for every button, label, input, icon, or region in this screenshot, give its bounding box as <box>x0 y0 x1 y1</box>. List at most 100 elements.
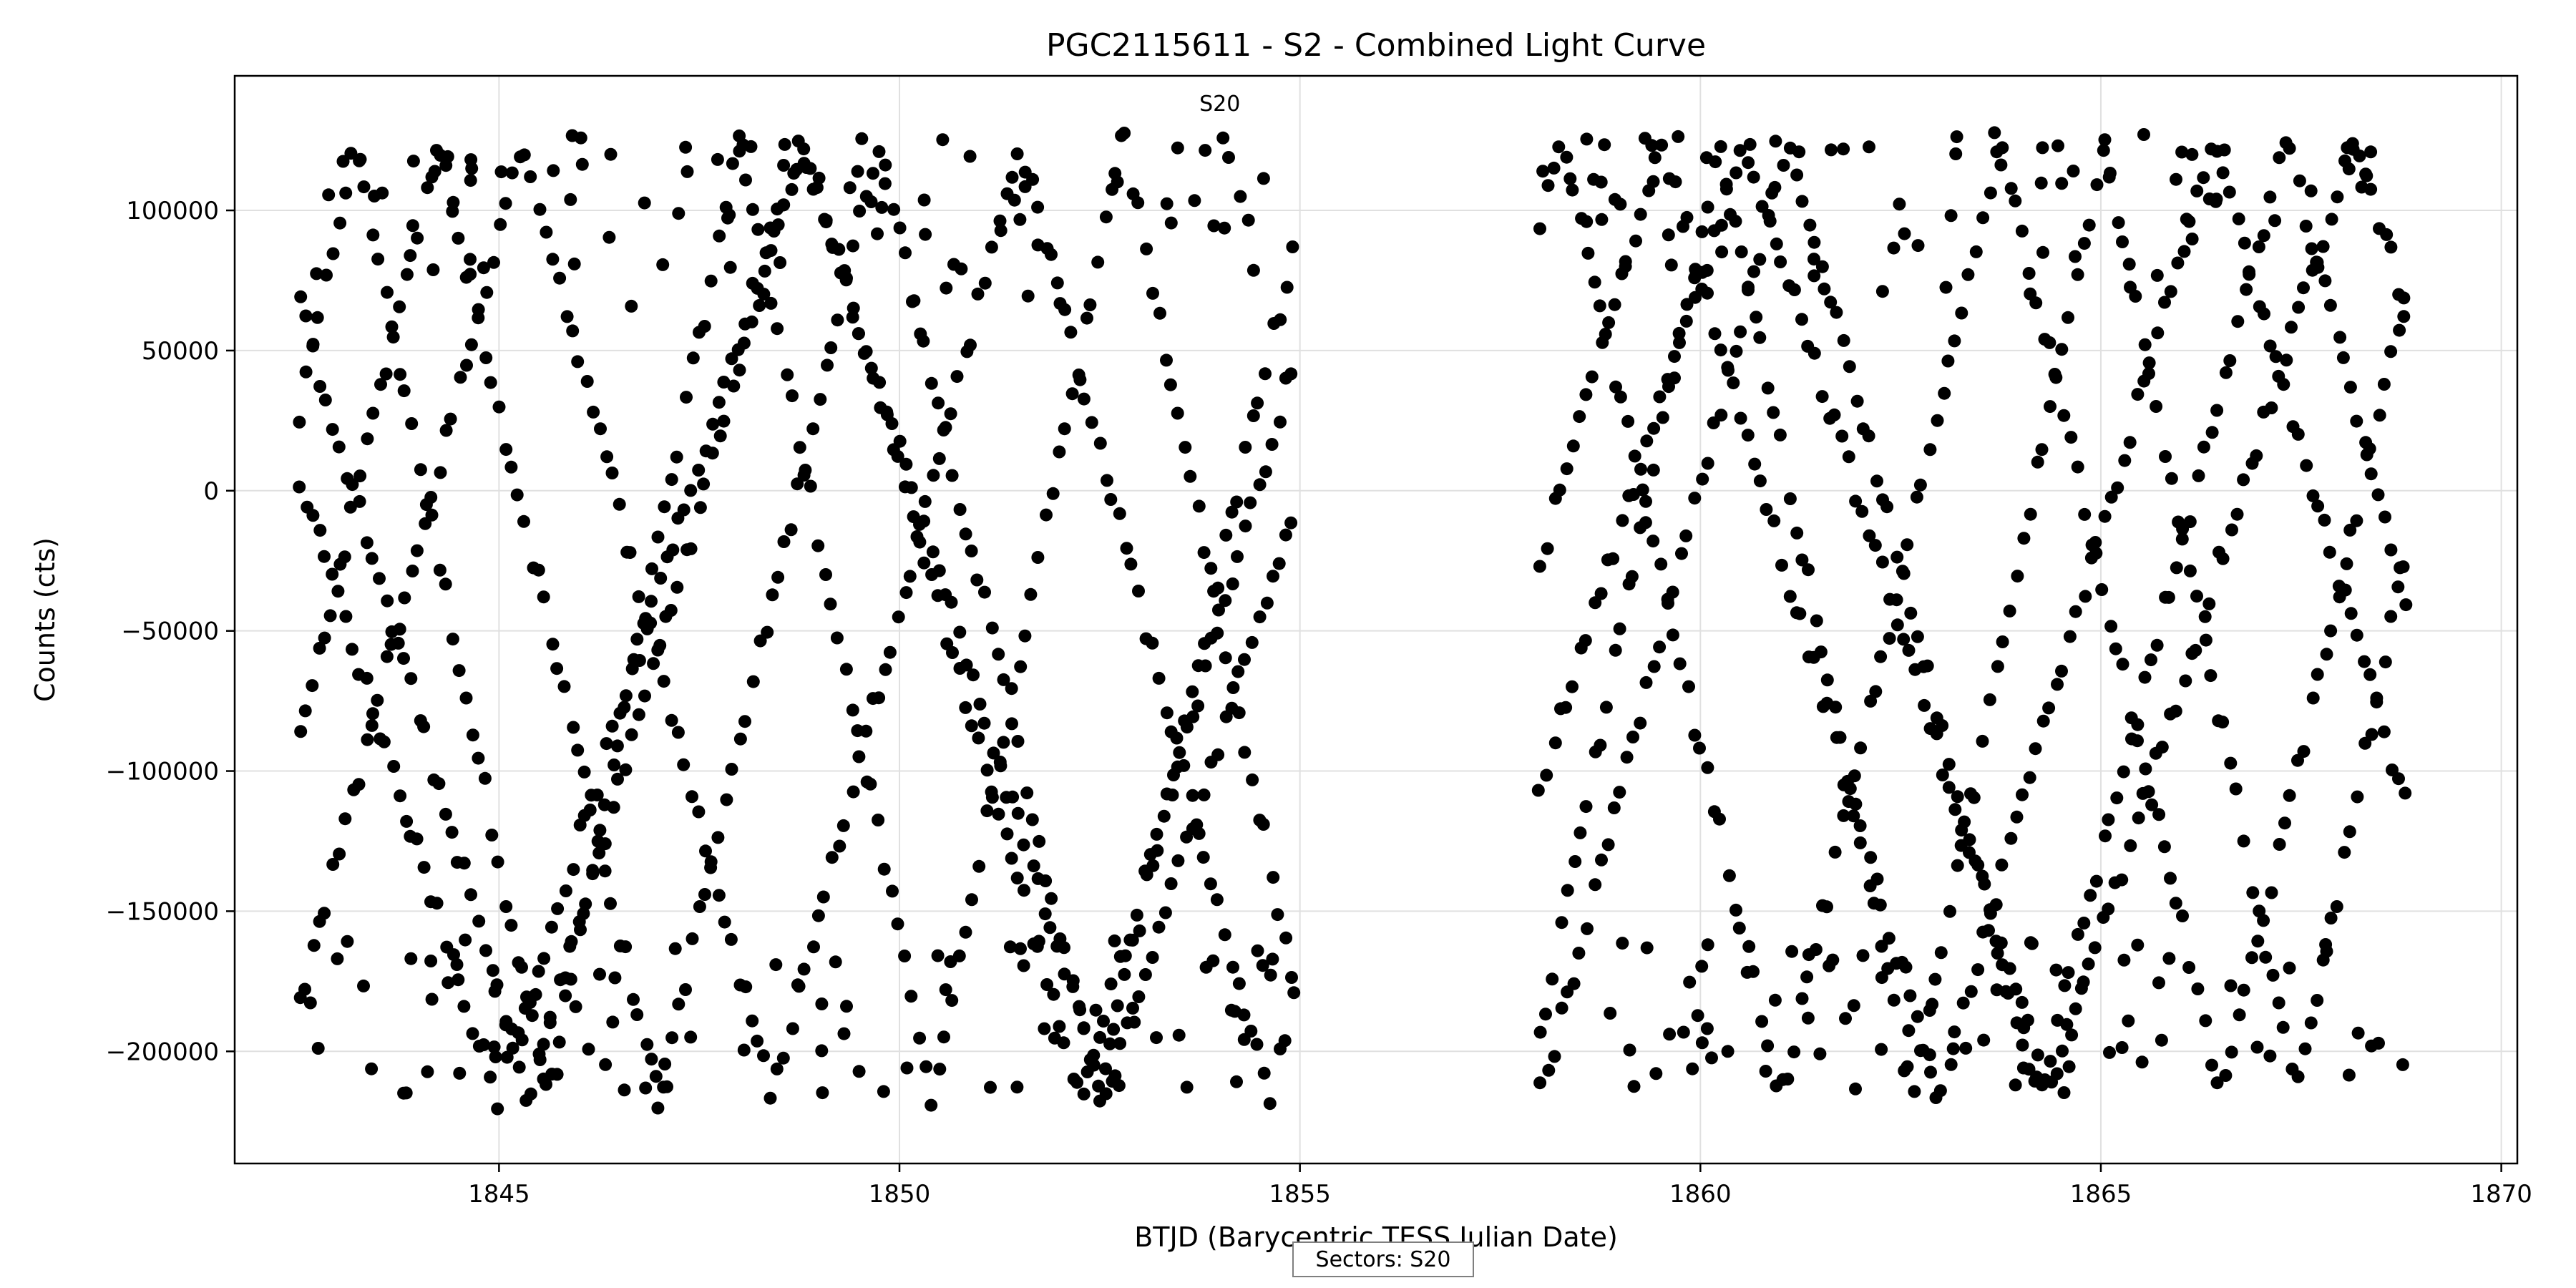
data-point <box>1186 710 1200 723</box>
data-point <box>2115 873 2129 887</box>
data-point <box>1219 594 1232 608</box>
data-point <box>1171 760 1184 774</box>
data-point <box>1225 505 1239 519</box>
data-point <box>753 634 767 648</box>
data-point <box>353 469 367 483</box>
data-point <box>537 952 551 965</box>
data-point <box>2050 1067 2064 1080</box>
data-point <box>1080 311 1093 325</box>
data-point <box>899 457 913 471</box>
data-point <box>1672 326 1686 340</box>
data-point <box>699 844 712 858</box>
data-point <box>1830 731 1843 744</box>
data-point <box>406 219 419 233</box>
data-point <box>1077 392 1091 406</box>
data-point <box>2155 1033 2168 1047</box>
data-point <box>1531 784 1545 797</box>
data-point <box>1231 665 1245 678</box>
data-point <box>1602 316 1616 329</box>
data-point <box>1853 819 1867 832</box>
data-point <box>2131 718 2145 731</box>
data-point <box>557 680 571 693</box>
data-point <box>2198 610 2212 623</box>
data-point <box>1941 354 1955 368</box>
data-point <box>787 167 801 180</box>
data-point <box>1714 409 1728 422</box>
data-point <box>1664 258 1678 272</box>
data-point <box>2338 846 2351 859</box>
data-point <box>917 514 931 528</box>
data-point <box>1104 977 1118 991</box>
data-point <box>1225 701 1239 715</box>
data-point <box>1553 483 1566 497</box>
data-point <box>2116 658 2129 671</box>
data-point <box>2004 182 2018 195</box>
data-point <box>2311 668 2324 681</box>
data-point <box>2042 701 2056 715</box>
data-point <box>2111 481 2124 494</box>
data-point <box>366 228 380 242</box>
data-point <box>875 200 889 214</box>
data-point <box>1841 774 1854 788</box>
data-point <box>2162 590 2175 604</box>
data-point <box>1050 940 1064 953</box>
data-point <box>1729 344 1743 358</box>
data-point <box>593 824 607 837</box>
data-point <box>2115 1041 2129 1054</box>
data-point <box>737 1043 751 1057</box>
data-point <box>632 590 645 603</box>
data-point <box>1138 968 1152 981</box>
plot-frame <box>233 74 2519 1165</box>
data-point <box>394 368 407 381</box>
data-point <box>2051 678 2064 691</box>
data-point <box>693 900 706 913</box>
data-point <box>360 536 374 550</box>
data-point <box>2190 184 2204 197</box>
data-point <box>2297 281 2310 295</box>
data-point <box>704 855 718 869</box>
data-point <box>2342 1068 2356 1082</box>
data-point <box>2344 607 2358 620</box>
data-point <box>421 1065 434 1078</box>
data-point <box>360 671 374 685</box>
data-point <box>1875 971 1888 985</box>
data-point <box>815 997 829 1010</box>
data-point <box>543 1010 557 1024</box>
data-point <box>1608 298 1621 311</box>
data-point <box>766 588 779 602</box>
data-point <box>892 610 905 624</box>
data-point <box>1171 854 1185 867</box>
data-point <box>2397 291 2411 305</box>
data-point <box>1186 685 1199 698</box>
data-point <box>421 181 434 195</box>
data-point <box>1616 937 1629 950</box>
data-point <box>815 1044 829 1058</box>
data-point <box>1045 892 1058 905</box>
data-point <box>1828 845 1842 859</box>
data-point <box>1729 166 1743 180</box>
data-point <box>1956 996 1970 1010</box>
data-point <box>425 992 439 1006</box>
data-point <box>1199 960 1213 974</box>
data-point <box>546 638 560 651</box>
data-point <box>1755 1015 1769 1028</box>
data-point <box>338 550 351 564</box>
data-point <box>2359 436 2373 449</box>
data-point <box>2224 979 2238 992</box>
data-point <box>1224 1003 1238 1017</box>
data-point <box>739 980 753 994</box>
data-point <box>2056 1044 2069 1058</box>
data-point <box>2157 840 2171 854</box>
data-point <box>313 524 327 537</box>
data-point <box>346 643 358 656</box>
data-point <box>1793 607 1807 620</box>
data-point <box>1792 145 1806 159</box>
data-point <box>306 679 319 693</box>
data-point <box>2069 250 2082 263</box>
data-point <box>1099 1062 1112 1075</box>
data-point <box>432 777 446 791</box>
data-point <box>1753 474 1767 488</box>
data-point <box>466 1027 479 1040</box>
data-point <box>645 595 658 608</box>
data-point <box>2278 816 2291 830</box>
